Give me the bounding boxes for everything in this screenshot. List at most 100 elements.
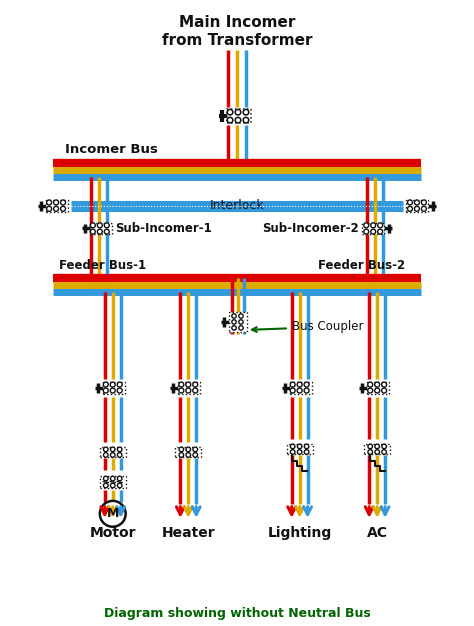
Circle shape: [179, 388, 184, 393]
Circle shape: [382, 444, 386, 449]
Circle shape: [371, 223, 376, 228]
Circle shape: [118, 447, 122, 452]
Circle shape: [291, 444, 295, 449]
Bar: [100, 476, 126, 488]
Circle shape: [97, 229, 102, 234]
Circle shape: [118, 453, 122, 457]
Circle shape: [297, 449, 302, 454]
Bar: [287, 444, 312, 454]
Circle shape: [186, 388, 191, 393]
Circle shape: [239, 326, 243, 330]
Circle shape: [186, 453, 191, 457]
Circle shape: [408, 207, 412, 212]
Circle shape: [97, 223, 102, 228]
Text: Sub-Incomer-2: Sub-Incomer-2: [263, 222, 359, 235]
Circle shape: [235, 117, 241, 123]
Circle shape: [110, 447, 115, 452]
Circle shape: [297, 382, 302, 387]
Circle shape: [110, 388, 115, 393]
Circle shape: [91, 229, 95, 234]
Text: Interlock: Interlock: [210, 199, 264, 212]
Circle shape: [243, 117, 249, 123]
Circle shape: [186, 447, 191, 452]
Circle shape: [54, 207, 59, 212]
Text: Diagram showing without Neutral Bus: Diagram showing without Neutral Bus: [104, 607, 370, 620]
Circle shape: [110, 476, 115, 481]
Text: M: M: [107, 507, 119, 520]
Circle shape: [46, 207, 52, 212]
Bar: [175, 447, 201, 457]
Circle shape: [227, 110, 233, 115]
Bar: [178, 382, 200, 394]
Circle shape: [304, 382, 309, 387]
Circle shape: [193, 388, 198, 393]
Circle shape: [364, 229, 369, 234]
Circle shape: [227, 117, 233, 123]
Circle shape: [110, 453, 115, 457]
Circle shape: [100, 501, 126, 526]
Circle shape: [374, 382, 380, 387]
Circle shape: [110, 483, 115, 488]
Circle shape: [243, 110, 249, 115]
Circle shape: [375, 449, 380, 454]
Circle shape: [103, 483, 108, 488]
Circle shape: [368, 388, 373, 393]
Circle shape: [382, 388, 387, 393]
Text: Sub-Incomer-1: Sub-Incomer-1: [115, 222, 211, 235]
Bar: [90, 222, 112, 235]
Bar: [227, 109, 251, 123]
Circle shape: [235, 110, 241, 115]
Circle shape: [239, 320, 243, 324]
Circle shape: [193, 382, 198, 387]
Text: Feeder Bus-2: Feeder Bus-2: [318, 259, 405, 272]
Circle shape: [290, 382, 295, 387]
Bar: [229, 312, 247, 332]
Text: Heater: Heater: [162, 526, 215, 540]
Circle shape: [103, 476, 108, 481]
Circle shape: [374, 388, 380, 393]
Bar: [367, 382, 389, 394]
Circle shape: [117, 388, 122, 393]
Bar: [103, 382, 125, 394]
Circle shape: [290, 388, 295, 393]
Bar: [362, 222, 384, 235]
Circle shape: [104, 223, 109, 228]
Circle shape: [232, 314, 236, 318]
Circle shape: [118, 483, 122, 488]
Circle shape: [193, 453, 198, 457]
Bar: [46, 200, 68, 212]
Text: Lighting: Lighting: [267, 526, 332, 540]
Text: Main Incomer
from Transformer: Main Incomer from Transformer: [162, 15, 312, 48]
Circle shape: [368, 382, 373, 387]
Circle shape: [414, 207, 419, 212]
Circle shape: [378, 223, 383, 228]
Bar: [406, 200, 428, 212]
Circle shape: [297, 388, 302, 393]
Bar: [290, 382, 311, 394]
Circle shape: [104, 229, 109, 234]
Circle shape: [297, 444, 302, 449]
Circle shape: [368, 449, 373, 454]
Text: Motor: Motor: [90, 526, 136, 540]
Circle shape: [414, 200, 419, 205]
Circle shape: [118, 476, 122, 481]
Circle shape: [364, 223, 369, 228]
Circle shape: [103, 388, 108, 393]
Circle shape: [61, 200, 65, 205]
Circle shape: [378, 229, 383, 234]
Circle shape: [304, 388, 309, 393]
Circle shape: [110, 382, 115, 387]
Circle shape: [239, 314, 243, 318]
Text: Bus Coupler: Bus Coupler: [252, 321, 363, 334]
Circle shape: [232, 326, 236, 330]
Circle shape: [304, 444, 309, 449]
Circle shape: [382, 449, 386, 454]
Text: AC: AC: [367, 526, 388, 540]
Circle shape: [304, 449, 309, 454]
Circle shape: [117, 382, 122, 387]
Circle shape: [408, 200, 412, 205]
Circle shape: [291, 449, 295, 454]
Circle shape: [61, 207, 65, 212]
Circle shape: [179, 382, 184, 387]
Circle shape: [103, 382, 108, 387]
